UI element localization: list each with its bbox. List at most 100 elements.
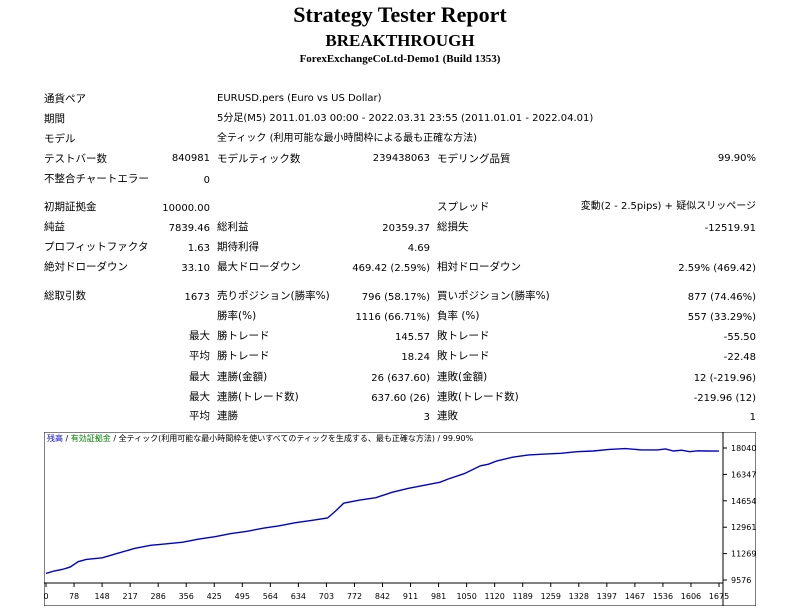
avg-loss-value: -22.48 [723,352,756,363]
cons-losses-label: 連敗(金額) [437,371,488,383]
largest-loss-value: -55.50 [723,332,756,343]
avg-cons-prefix: 平均 [189,410,210,422]
cons-wins-value: 26 (637.60) [371,373,430,384]
max-cons-prefix: 最大 [189,371,210,383]
largest-prefix: 最大 [189,330,210,342]
period-value: 5分足(M5) 2011.01.03 00:00 - 2022.03.31 23… [217,113,594,124]
gross-loss-label: 総損失 [437,221,469,233]
x-tick-label: 1050 [456,592,476,601]
x-tick-label: 425 [207,592,222,601]
legend-equity: 有効証拠金 [71,433,111,443]
win-rate-value: 1116 (66.71%) [355,312,430,323]
model-label: モデル [44,133,76,145]
rel-drawdown-label: 相対ドローダウン [437,261,521,273]
y-tick-label: 11269 [731,550,756,559]
short-positions-label: 売りポジション(勝率%) [217,290,330,302]
spread-value: 変動(2 - 2.5pips) + 疑似スリッページ [580,201,756,212]
avg-cons-losses-value: 1 [749,412,756,423]
symbol-value: EURUSD.pers (Euro vs US Dollar) [217,93,382,104]
chart-legend: 残高 / 有効証拠金 / 全ティック(利用可能な最小時間枠を使いすべてのティック… [47,433,474,443]
cons-losses-value: 12 (-219.96) [693,373,756,384]
errors-value: 0 [203,175,210,186]
y-tick-label: 14654 [731,497,756,506]
bars-value: 840981 [171,153,210,164]
gross-loss-value: -12519.91 [704,223,756,234]
gross-profit-value: 20359.37 [382,223,430,234]
abs-drawdown-value: 33.10 [181,263,210,274]
gross-profit-label: 総利益 [217,221,249,233]
x-tick-label: 495 [235,592,250,601]
y-tick-label: 18040 [731,444,756,453]
short-positions-value: 796 (58.17%) [361,292,430,303]
x-tick-label: 1328 [569,592,589,601]
x-tick-label: 217 [122,592,137,601]
long-positions-value: 877 (74.46%) [687,292,756,303]
legend-balance: 残高 [47,433,63,443]
cons-loss-value: -219.96 (12) [693,393,756,404]
cons-wins-label: 連勝(金額) [217,371,268,383]
period-label: 期間 [44,113,65,125]
avg-win-label: 勝トレード [217,350,270,362]
x-tick-label: 1606 [681,592,701,601]
y-tick-label: 9576 [731,576,751,585]
total-trades-label: 総取引数 [44,290,86,302]
y-tick-label: 16347 [731,470,756,479]
win-rate-label: 勝率(%) [217,310,257,322]
x-tick-label: 1467 [625,592,645,601]
x-tick-label: 1675 [709,592,729,601]
x-tick-label: 634 [291,592,306,601]
ticks-value: 239438063 [372,153,430,164]
chart-frame [44,432,756,606]
largest-win-value: 145.57 [395,332,430,343]
largest-win-label: 勝トレード [217,330,270,342]
expected-payoff-value: 4.69 [407,243,430,254]
balance-chart: 残高 / 有効証拠金 / 全ティック(利用可能な最小時間枠を使いすべてのティック… [44,432,756,606]
average-prefix: 平均 [189,350,210,362]
loss-rate-value: 557 (33.29%) [687,312,756,323]
legend-model: / 全ティック(利用可能な最小時間枠を使いすべてのティックを生成する、最も正確な… [111,433,474,443]
expected-payoff-label: 期待利得 [217,241,259,253]
x-tick-label: 148 [94,592,109,601]
x-tick-label: 564 [263,592,278,601]
x-tick-label: 0 [44,592,49,601]
spread-label: スプレッド [437,201,490,213]
x-tick-label: 911 [403,592,418,601]
largest-loss-label: 敗トレード [437,330,490,342]
x-tick-label: 1189 [513,592,533,601]
x-tick-label: 703 [319,592,334,601]
loss-rate-label: 負率 (%) [437,310,480,322]
report-title: Strategy Tester Report [293,2,507,27]
x-tick-label: 286 [151,592,166,601]
x-tick-label: 981 [431,592,446,601]
profit-factor-label: プロフィットファクタ [44,241,149,253]
errors-label: 不整合チャートエラー [44,173,149,185]
x-tick-label: 78 [69,592,79,601]
avg-win-value: 18.24 [401,352,430,363]
cons-profit-label: 連勝(トレード数) [217,391,299,403]
quality-label: モデリング品質 [437,153,511,165]
y-tick-label: 12961 [731,523,756,532]
rel-drawdown-value: 2.59% (469.42) [678,263,756,274]
avg-cons-wins-label: 連勝 [217,410,238,422]
expert-name: BREAKTHROUGH [325,31,475,50]
ticks-label: モデルティック数 [217,153,301,165]
x-tick-label: 1120 [484,592,504,601]
x-tick-label: 772 [347,592,362,601]
net-profit-value: 7839.46 [168,223,210,234]
symbol-label: 通貨ペア [44,93,86,105]
deposit-label: 初期証拠金 [44,201,97,213]
abs-drawdown-label: 絶対ドローダウン [44,261,128,273]
x-tick-label: 1397 [597,592,617,601]
avg-cons-losses-label: 連敗 [437,410,458,422]
server-build: ForexExchangeCoLtd-Demo1 (Build 1353) [299,53,501,65]
long-positions-label: 買いポジション(勝率%) [437,290,550,302]
cons-profit-value: 637.60 (26) [371,393,430,404]
x-tick-label: 356 [179,592,194,601]
deposit-value: 10000.00 [162,203,210,214]
x-tick-label: 1536 [653,592,673,601]
x-tick-label: 1259 [541,592,561,601]
profit-factor-value: 1.63 [187,243,210,254]
legend-sep: / [63,434,71,443]
x-tick-label: 842 [375,592,390,601]
net-profit-label: 純益 [44,221,65,233]
